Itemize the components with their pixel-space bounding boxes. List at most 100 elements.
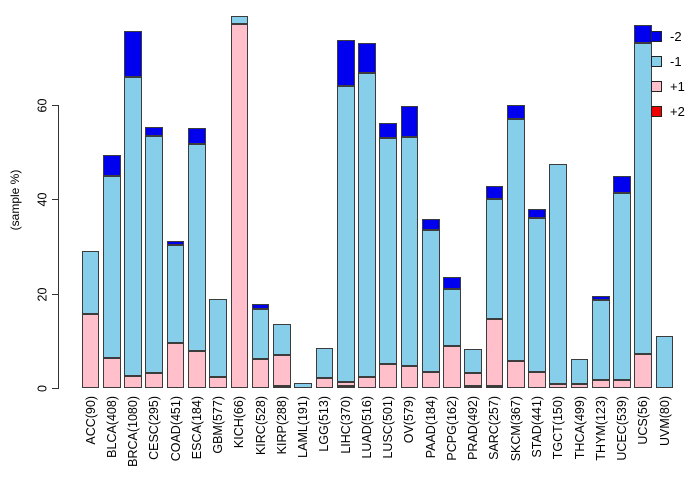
bar-segment-SARC(257)-+1: [485, 319, 504, 386]
bar-segment-BLCA(408)--1: [102, 175, 121, 359]
x-tick-label-COAD(451): COAD(451): [168, 396, 183, 462]
bar-segment-THYM(123)-+1: [591, 380, 610, 389]
bar-segment-TGCT(150)-+1: [549, 384, 568, 389]
bar-segment-LUAD(516)-+1: [358, 377, 376, 389]
bar-segment-LUSC(501)--2: [379, 122, 398, 139]
x-tick-label-CESC(295): CESC(295): [147, 396, 162, 460]
bar-segment-UCS(56)-+1: [634, 354, 653, 389]
bar-segment-STAD(441)--1: [528, 217, 546, 373]
bar-segment-PCPG(162)--1: [443, 289, 461, 346]
y-tick-label: 40: [35, 192, 50, 207]
x-tick-label-LUAD(516): LUAD(516): [359, 396, 374, 459]
bar-segment-COAD(451)--1: [166, 244, 185, 343]
bar-segment-PRAD(492)-+1: [464, 373, 483, 386]
bar-segment-TGCT(150)--1: [549, 164, 568, 385]
x-tick-label-KICH(66): KICH(66): [232, 396, 247, 449]
bar-segment-PCPG(162)--2: [443, 276, 461, 290]
bar-segment-UCEC(539)-+1: [613, 380, 631, 389]
bar-segment-SARC(257)--1: [485, 199, 504, 320]
x-tick-label-PCPG(162): PCPG(162): [444, 396, 459, 461]
bar-segment-ESCA(184)--1: [188, 144, 206, 352]
bar-segment-KIRC(528)-+1: [251, 358, 270, 389]
x-tick-label-LIHC(370): LIHC(370): [338, 396, 353, 454]
x-tick-label-GBM(577): GBM(577): [211, 396, 226, 454]
bar-segment-CESC(295)--2: [145, 126, 164, 136]
legend-label: -2: [670, 29, 682, 44]
legend-swatch-icon: [651, 106, 662, 117]
bar-segment-PRAD(492)--1: [464, 348, 483, 374]
bar-segment-SKCM(367)--2: [506, 105, 525, 119]
x-tick-label-UVM(80): UVM(80): [657, 396, 672, 447]
bar-segment-LIHC(370)-+2: [336, 386, 355, 389]
legend-item--2: -2: [651, 24, 685, 49]
bar-segment-UCS(56)--1: [634, 42, 653, 355]
bar-segment-THYM(123)--2: [591, 295, 610, 300]
x-tick-label-PRAD(492): PRAD(492): [466, 396, 481, 460]
bar-segment-ESCA(184)--2: [188, 128, 206, 145]
legend-label: +2: [670, 104, 685, 119]
bar-segment-CESC(295)--1: [145, 135, 164, 374]
bar-segment-LUAD(516)--2: [358, 43, 376, 74]
bar-segment-PCPG(162)-+1: [443, 346, 461, 389]
bar-segment-KIRP(288)--1: [273, 323, 291, 355]
x-tick-label-THYM(123): THYM(123): [593, 396, 608, 461]
legend: -2 -1 +1 +2: [651, 24, 685, 124]
y-tick-label: 0: [35, 385, 50, 392]
bar-segment-THCA(499)--1: [570, 359, 589, 385]
bar-segment-OV(579)--1: [400, 136, 419, 366]
bar-segment-KIRC(528)--1: [251, 308, 270, 359]
bar-segment-SKCM(367)--1: [506, 118, 525, 362]
bar-segment-LUSC(501)-+1: [379, 363, 398, 389]
bar-segment-ACC(90)--1: [81, 251, 100, 314]
bar-segment-GBM(577)-+1: [209, 376, 227, 389]
legend-swatch-icon: [651, 31, 662, 42]
bar-segment-COAD(451)--2: [166, 240, 185, 245]
bar-segment-LIHC(370)-+1: [336, 381, 355, 387]
bar-segment-PAAD(184)--2: [421, 219, 440, 230]
x-tick-label-STAD(441): STAD(441): [530, 396, 544, 458]
bar-segment-KICH(66)-+1: [230, 24, 249, 389]
bar-segment-KIRP(288)-+1: [273, 354, 291, 387]
bar-segment-UVM(80)--1: [655, 336, 674, 389]
y-tick-mark: [52, 388, 58, 389]
bar-segment-LUAD(516)--1: [358, 73, 376, 378]
legend-item-+2: +2: [651, 99, 685, 124]
x-tick-label-OV(579): OV(579): [402, 396, 417, 444]
bar-segment-KIRP(288)-+2: [273, 386, 291, 389]
bar-segment-LGG(513)--1: [315, 347, 334, 378]
x-tick-label-LGG(513): LGG(513): [317, 396, 332, 452]
bar-segment-THYM(123)--1: [591, 299, 610, 380]
bar-segment-LIHC(370)--1: [336, 85, 355, 382]
bar-segment-BLCA(408)-+1: [102, 358, 121, 389]
bar-segment-PAAD(184)-+1: [421, 371, 440, 389]
x-tick-label-ACC(90): ACC(90): [83, 396, 98, 445]
bar-segment-BRCA(1080)--1: [124, 76, 142, 377]
bar-segment-STAD(441)--2: [528, 209, 546, 218]
x-tick-label-UCEC(539): UCEC(539): [615, 396, 630, 461]
legend-item--1: -1: [651, 49, 685, 74]
x-tick-label-TGCT(150): TGCT(150): [551, 396, 566, 460]
bar-segment-BRCA(1080)-+1: [124, 376, 142, 389]
legend-swatch-icon: [651, 56, 662, 67]
bar-segment-LIHC(370)--2: [336, 40, 355, 86]
bar-segment-BRCA(1080)--2: [124, 30, 142, 77]
bar-segment-SARC(257)-+2: [485, 385, 504, 389]
bar-segment-UCS(56)--2: [634, 25, 653, 43]
y-axis-title: (sample %): [8, 169, 22, 231]
bar-segment-COAD(451)-+1: [166, 342, 185, 389]
legend-label: +1: [670, 79, 685, 94]
y-tick-mark: [52, 293, 58, 295]
x-tick-label-BLCA(408): BLCA(408): [104, 396, 119, 458]
bar-segment-OV(579)-+1: [400, 365, 419, 389]
bar-segment-ACC(90)-+1: [81, 313, 100, 389]
bar-segment-LAML(191)--1: [294, 383, 312, 389]
bar-segment-SKCM(367)-+1: [506, 361, 525, 389]
x-tick-label-ESCA(184): ESCA(184): [189, 396, 204, 460]
y-tick-mark: [52, 104, 58, 106]
bar-segment-STAD(441)-+1: [528, 372, 546, 389]
bar-segment-PAAD(184)--1: [421, 229, 440, 372]
bar-segment-PRAD(492)-+2: [464, 385, 483, 389]
bar-segment-ESCA(184)-+1: [188, 351, 206, 389]
legend-swatch-icon: [651, 81, 662, 92]
x-tick-label-THCA(499): THCA(499): [572, 396, 587, 460]
